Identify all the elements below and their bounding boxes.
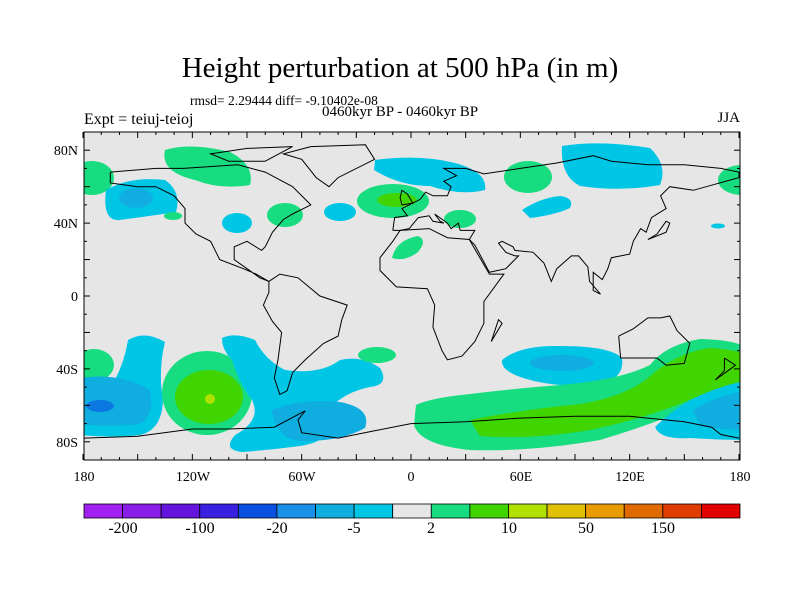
coastline — [399, 189, 414, 206]
colorbar — [83, 503, 741, 519]
coastline — [618, 315, 691, 366]
anomaly-negative — [374, 157, 486, 193]
colorbar-box — [430, 503, 471, 519]
colorbar-label: -100 — [185, 520, 214, 537]
colorbar-labels: -200 -100 -20 -5 2 10 50 150 — [108, 520, 675, 537]
coastline — [379, 228, 505, 361]
colorbar-box — [392, 503, 432, 519]
anomaly-positive — [84, 161, 114, 195]
coastline — [714, 357, 737, 381]
period-label: 0460kyr BP - 0460kyr BP — [322, 104, 479, 120]
anomaly-negative — [272, 401, 367, 442]
anomaly-negative — [119, 188, 153, 208]
anomaly-positive — [470, 348, 740, 438]
colorbar-box — [237, 503, 278, 519]
colorbar-box — [623, 503, 664, 519]
colorbar-box — [83, 503, 123, 519]
colorbar-label: -20 — [266, 520, 287, 537]
colorbar-label: -200 — [108, 520, 137, 537]
lon-label: 180 — [74, 470, 95, 485]
lat-label: 80S — [56, 436, 78, 451]
colorbar-label: 2 — [427, 520, 435, 537]
colorbar-box — [315, 503, 355, 519]
anomaly-positive — [205, 394, 215, 404]
anomaly-positive — [377, 193, 417, 207]
experiment-label: Expt = teiuj-teioj — [84, 111, 194, 128]
anomaly-negative — [222, 213, 252, 233]
colorbar-box — [701, 503, 741, 519]
colorbar-box — [199, 503, 239, 519]
anomaly-positive — [504, 161, 552, 193]
coastline — [208, 146, 293, 162]
coastline — [262, 273, 348, 396]
anomaly-positive — [84, 349, 114, 381]
anomaly-negative — [222, 335, 384, 452]
coastline — [647, 220, 671, 240]
coastline — [109, 164, 312, 282]
lon-label: 180 — [730, 470, 751, 485]
stats-text: rmsd= 2.29444 diff= -9.10402e-08 — [190, 93, 378, 108]
colorbar-label: 50 — [578, 520, 594, 537]
anomaly-positive — [164, 212, 182, 220]
anomaly-negative — [324, 203, 356, 221]
lat-label: 0 — [71, 290, 78, 305]
colorbar-box — [122, 503, 162, 519]
anomaly-negative — [711, 223, 725, 229]
lon-label: 120W — [176, 470, 211, 485]
lat-label: 40N — [54, 217, 78, 232]
plot-title: Height perturbation at 500 hPa (in m) — [181, 52, 619, 84]
anomaly-positive — [392, 236, 423, 260]
colorbar-box — [546, 503, 587, 519]
colorbar-box — [353, 503, 394, 519]
lon-label: 0 — [408, 470, 415, 485]
contour-fill — [84, 143, 740, 452]
coastline — [281, 144, 376, 188]
axis-ticks — [82, 131, 740, 461]
colorbar-box — [160, 503, 201, 519]
season-label: JJA — [717, 110, 740, 126]
colorbar-box — [585, 503, 625, 519]
colorbar-label: -5 — [347, 520, 360, 537]
colorbar-box — [469, 503, 509, 519]
colorbar-label: 10 — [501, 520, 517, 537]
coastline — [490, 318, 503, 342]
lon-label: 60W — [288, 470, 316, 485]
anomaly-positive — [358, 347, 396, 363]
colorbar-box — [276, 503, 316, 519]
colorbar-label: 150 — [651, 520, 675, 537]
lat-label: 80N — [54, 144, 78, 159]
anomaly-positive — [267, 203, 303, 227]
lon-label: 120E — [615, 470, 645, 485]
lat-label: 40S — [56, 363, 78, 378]
anomaly-negative — [84, 376, 152, 426]
lon-axis: 180 120W 60W 0 60E 120E 180 — [74, 470, 751, 485]
colorbar-box — [662, 503, 702, 519]
colorbar-box — [508, 503, 548, 519]
anomaly-negative — [530, 355, 594, 371]
anomaly-positive — [444, 210, 476, 228]
anomaly-negative — [693, 391, 740, 430]
coastlines — [84, 144, 740, 439]
lon-label: 60E — [510, 470, 533, 485]
anomaly-negative — [522, 196, 572, 218]
anomaly-negative — [86, 400, 114, 412]
lat-axis: 80N 40N 0 40S 80S — [54, 144, 78, 451]
anomaly-negative — [561, 143, 663, 189]
coastline — [392, 155, 740, 295]
coastline — [84, 410, 740, 439]
